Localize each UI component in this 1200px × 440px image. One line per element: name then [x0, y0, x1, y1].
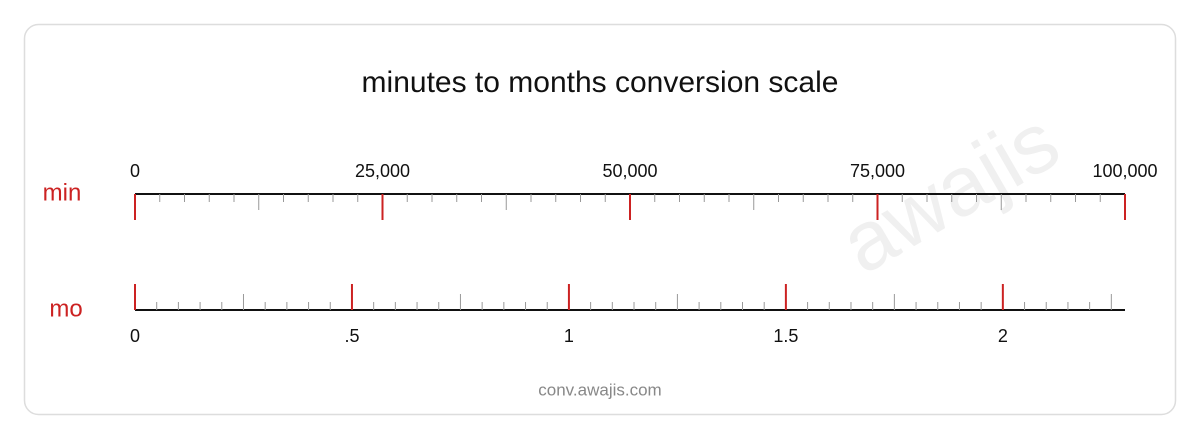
tick-label: 1.5 — [773, 326, 798, 346]
tick-label: 0 — [130, 326, 140, 346]
tick-label: 100,000 — [1092, 161, 1157, 181]
axis-label: min — [43, 179, 82, 206]
card — [23, 23, 1177, 416]
tick-label: 1 — [564, 326, 574, 346]
tick-label: 0 — [130, 161, 140, 181]
tick-label: 50,000 — [602, 161, 657, 181]
tick-label: 75,000 — [850, 161, 905, 181]
tick-label: .5 — [344, 326, 359, 346]
axis-label: mo — [49, 295, 82, 322]
tick-label: 25,000 — [355, 161, 410, 181]
footer: conv.awajis.com — [538, 380, 661, 399]
chart-title: minutes to months conversion scale — [362, 66, 839, 99]
tick-label: 2 — [998, 326, 1008, 346]
